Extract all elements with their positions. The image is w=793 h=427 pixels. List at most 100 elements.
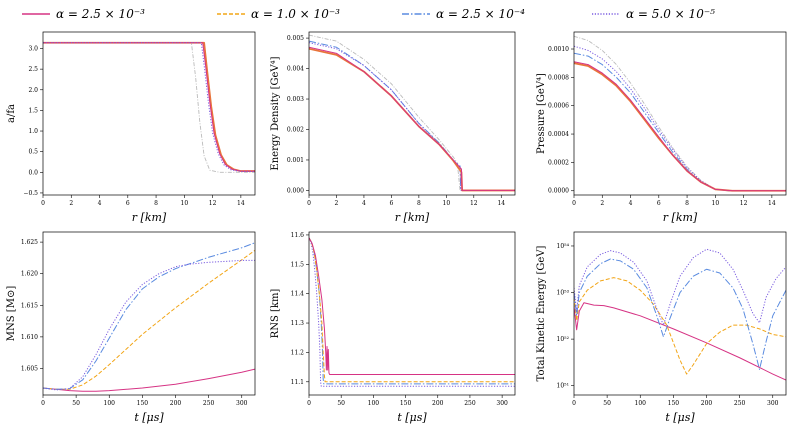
x-axis-label: t [μs] bbox=[665, 411, 695, 424]
x-tick-label: 2 bbox=[600, 200, 604, 207]
y-tick-label: 0.001 bbox=[287, 157, 304, 164]
x-tick-label: 8 bbox=[417, 200, 421, 207]
y-tick-label: 11.2 bbox=[291, 349, 305, 356]
y-tick-label: 0.5 bbox=[28, 149, 38, 156]
y-tick-label: 2.5 bbox=[28, 66, 38, 73]
x-tick-label: 14 bbox=[768, 200, 776, 207]
x-tick-label: 2 bbox=[69, 200, 73, 207]
x-axis-label: r [km] bbox=[663, 211, 698, 224]
y-tick-label: 11.5 bbox=[291, 261, 305, 268]
series-line bbox=[574, 35, 786, 192]
series-line bbox=[43, 242, 255, 390]
x-tick-label: 6 bbox=[126, 200, 130, 207]
series-line bbox=[574, 302, 786, 381]
series-group bbox=[309, 34, 515, 192]
x-tick-label: 300 bbox=[767, 400, 779, 407]
x-tick-label: 0 bbox=[307, 200, 311, 207]
y-tick-label: 10⁵⁴ bbox=[557, 243, 570, 250]
x-tick-label: 0 bbox=[41, 200, 45, 207]
legend: α = 2.5 × 10⁻³ α = 1.0 × 10⁻³ α = 2.5 × 10… bbox=[22, 7, 715, 21]
series-line bbox=[309, 46, 515, 191]
x-tick-label: 0 bbox=[307, 400, 311, 407]
series-line bbox=[574, 248, 786, 326]
series-line bbox=[43, 42, 255, 172]
x-tick-label: 12 bbox=[470, 200, 478, 207]
x-tick-label: 4 bbox=[98, 200, 102, 207]
series-line bbox=[574, 61, 786, 192]
y-tick-label: 1.5 bbox=[28, 107, 38, 114]
series-line bbox=[309, 237, 515, 385]
legend-label: α = 2.5 × 10⁻³ bbox=[56, 7, 145, 21]
x-tick-label: 8 bbox=[685, 200, 689, 207]
legend-label: α = 2.5 × 10⁻⁴ bbox=[436, 7, 525, 21]
y-tick-label: 0.0 bbox=[28, 169, 38, 176]
axes-frame bbox=[573, 231, 787, 396]
x-tick-label: 0 bbox=[572, 400, 576, 407]
chart-panel: 0 50 100 150 200 250 300 11.1 11.2 11.3 11.4 11.5 11… bbox=[270, 231, 516, 424]
y-tick-label: 11.1 bbox=[291, 379, 304, 386]
series-group bbox=[43, 242, 255, 392]
y-tick-label: 3.0 bbox=[28, 46, 38, 53]
y-tick-label: 0.005 bbox=[287, 35, 304, 42]
y-tick-label: 1.0 bbox=[28, 128, 38, 135]
axes-frame bbox=[308, 231, 516, 396]
y-tick-label: 0.0004 bbox=[548, 131, 569, 138]
y-tick-label: 2.0 bbox=[28, 87, 38, 94]
series-line bbox=[309, 237, 515, 375]
series-line bbox=[43, 41, 255, 172]
legend-entry: α = 2.5 × 10⁻³ bbox=[22, 7, 145, 21]
series-line bbox=[309, 34, 515, 191]
x-axis-label: r [km] bbox=[395, 211, 430, 224]
x-tick-label: 50 bbox=[337, 400, 345, 407]
x-tick-label: 200 bbox=[170, 400, 182, 407]
y-tick-label: 10⁵² bbox=[557, 336, 570, 343]
series-group bbox=[43, 41, 255, 173]
x-tick-label: 0 bbox=[41, 400, 45, 407]
x-tick-label: 50 bbox=[72, 400, 80, 407]
x-tick-label: 150 bbox=[137, 400, 149, 407]
y-tick-label: −0.5 bbox=[23, 190, 38, 197]
y-tick-label: 0.0010 bbox=[548, 46, 569, 53]
x-tick-label: 300 bbox=[496, 400, 508, 407]
y-tick-label: 1.610 bbox=[21, 334, 38, 341]
x-tick-label: 14 bbox=[497, 200, 505, 207]
axes-frame bbox=[42, 231, 256, 396]
x-tick-label: 4 bbox=[362, 200, 366, 207]
y-axis-label: MNS [M⊙] bbox=[6, 286, 17, 342]
series-group bbox=[574, 248, 786, 381]
y-tick-label: 0.000 bbox=[287, 187, 304, 194]
y-tick-label: 1.615 bbox=[21, 302, 38, 309]
x-tick-label: 10 bbox=[712, 200, 720, 207]
chart-panel: 0 50 100 150 200 250 300 1.605 1.610 1.615 1.620 1.… bbox=[6, 231, 256, 424]
series-line bbox=[43, 42, 255, 172]
y-axis-label: RNS [km] bbox=[270, 289, 281, 339]
series-group bbox=[574, 35, 786, 192]
y-axis-label: Energy Density [GeV⁴] bbox=[270, 56, 281, 170]
x-tick-label: 14 bbox=[237, 200, 245, 207]
y-axis-label: Total Kinetic Energy [GeV] bbox=[536, 245, 547, 381]
x-tick-label: 50 bbox=[603, 400, 611, 407]
x-tick-label: 8 bbox=[154, 200, 158, 207]
y-tick-label: 1.605 bbox=[21, 365, 38, 372]
x-tick-label: 250 bbox=[203, 400, 215, 407]
x-tick-label: 300 bbox=[236, 400, 248, 407]
series-line bbox=[43, 249, 255, 390]
series-line bbox=[43, 259, 255, 391]
axes-frame bbox=[42, 31, 256, 196]
series-group bbox=[309, 237, 515, 387]
series-line bbox=[574, 258, 786, 370]
y-tick-label: 11.3 bbox=[291, 320, 305, 327]
x-tick-label: 6 bbox=[657, 200, 661, 207]
chart-panel: 0 50 100 150 200 250 300 10⁵¹ 10⁵² 10⁵³ 10⁵⁴ t [μs]… bbox=[536, 231, 787, 424]
legend-label: α = 5.0 × 10⁻⁵ bbox=[626, 7, 715, 21]
legend-label: α = 1.0 × 10⁻³ bbox=[251, 7, 340, 21]
x-tick-label: 12 bbox=[740, 200, 748, 207]
y-tick-label: 0.0002 bbox=[548, 159, 569, 166]
x-tick-label: 10 bbox=[181, 200, 189, 207]
series-line bbox=[309, 47, 515, 192]
x-tick-label: 100 bbox=[635, 400, 647, 407]
chart-panel: 0 2 4 6 8 10 12 14 0.000 0.001 0.002 0.003 0.004 0.00… bbox=[270, 31, 516, 224]
chart-panel: 0 2 4 6 8 10 12 14 −0.5 0.0 0.5 1.0 1.5 2.0 2.5 3.0 r [k… bbox=[6, 31, 256, 224]
x-tick-label: 10 bbox=[443, 200, 451, 207]
